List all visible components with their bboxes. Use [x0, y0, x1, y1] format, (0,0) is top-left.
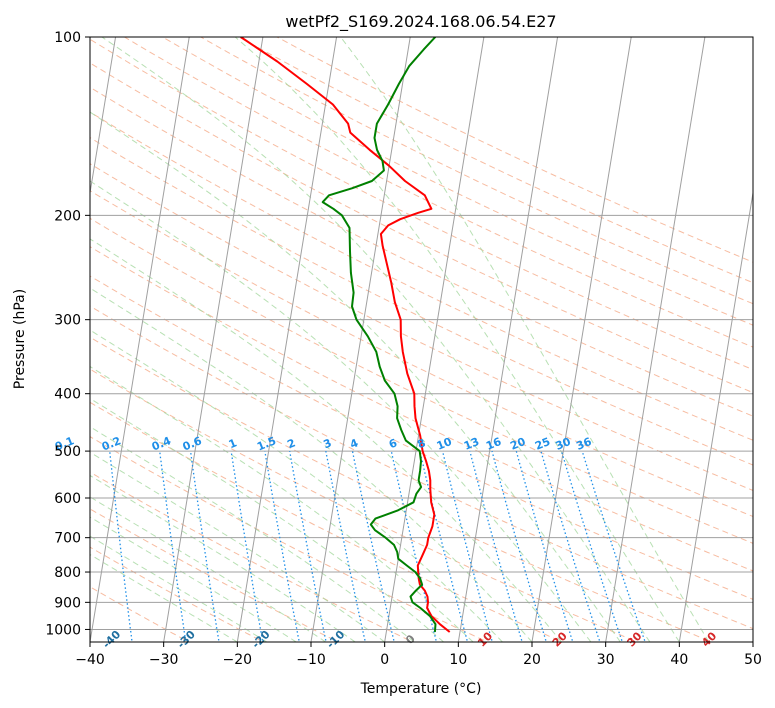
y-tick-label: 1000 [45, 622, 81, 638]
mixing-ratio-line [560, 450, 624, 642]
mixing-ratio-label: 36 [574, 435, 593, 453]
dry-adiabat-line [90, 246, 753, 572]
mixing-ratio-label: 25 [533, 435, 552, 453]
isotherm-line [236, 37, 338, 642]
isotherm-line [531, 37, 632, 642]
mixing-ratio-label: 2 [285, 436, 297, 451]
mixing-ratio-line [230, 451, 264, 642]
dry-adiabat-line [90, 336, 714, 642]
mixing-ratio-line [491, 450, 547, 642]
dry-adiabat-line [161, 37, 753, 326]
mixing-ratio-line [351, 450, 395, 642]
y-axis-label: Pressure (hPa) [12, 289, 28, 389]
moist-adiabat-line [90, 111, 621, 642]
chart-title: wetPf2_S169.2024.168.06.54.E27 [285, 12, 556, 32]
plot-frame [89, 36, 754, 643]
mixing-ratio-line [289, 451, 327, 642]
x-tick-label: −30 [149, 652, 179, 668]
mixing-ratio-label: 16 [484, 435, 503, 453]
moist-adiabat-line [90, 287, 533, 642]
y-tick-label: 200 [54, 208, 81, 224]
temperature-line [240, 37, 451, 633]
dry-adiabat-line [90, 190, 753, 518]
moist-adiabat-line [90, 180, 592, 642]
mixing-ratio-line [581, 450, 646, 642]
y-tick-label: 500 [54, 444, 81, 460]
dry-adiabat-line [199, 37, 753, 305]
x-axis-label: Temperature (°C) [360, 681, 482, 697]
mixing-ratio-line [325, 450, 366, 642]
mixing-ratio-label: 20 [508, 435, 527, 453]
moist-adiabat-line [90, 397, 444, 642]
plot-area [90, 37, 753, 642]
y-tick-label: 400 [54, 387, 81, 403]
isotherm-line [457, 37, 559, 642]
mixing-ratio-line [264, 451, 300, 642]
dry-adiabat-line [90, 62, 753, 394]
isotherm-line [605, 37, 706, 642]
dry-adiabat-line [90, 111, 753, 441]
x-tick-label: −10 [296, 652, 326, 668]
moist-adiabat-line [90, 516, 297, 642]
moist-adiabat-line [339, 37, 710, 642]
dry-adiabat-line [90, 38, 753, 371]
x-tick-label: 20 [523, 652, 541, 668]
x-tick-label: −40 [75, 652, 105, 668]
moist-adiabat-line [90, 474, 356, 642]
y-tick-label: 700 [54, 531, 81, 547]
x-tick-label: 50 [744, 652, 762, 668]
isotherm-line [90, 37, 117, 196]
y-tick-label: 800 [54, 565, 81, 581]
isotherm-line [90, 37, 190, 642]
moist-adiabat-line [90, 553, 238, 642]
mixing-ratio-line [540, 450, 601, 642]
mixing-ratio-line [515, 450, 574, 642]
dry-adiabat-line [90, 368, 639, 642]
x-tick-label: 40 [670, 652, 688, 668]
x-tick-label: 10 [449, 652, 467, 668]
dry-adiabat-line [90, 137, 753, 466]
x-tick-label: 0 [380, 652, 389, 668]
isotherm-line [310, 37, 411, 642]
axis-ticks: −40 −30 −20 −10 0 10 20 30 40 50 100 200 300 400 500 60… [45, 30, 762, 668]
mixing-ratio-label: 8 [416, 436, 428, 451]
moist-adiabat-line [234, 37, 680, 642]
moist-adiabat-line [90, 329, 503, 642]
y-tick-label: 300 [54, 313, 81, 329]
moist-adiabat-line [90, 426, 415, 642]
moist-adiabat-line [90, 365, 474, 642]
profiles [240, 37, 451, 633]
dry-adiabat-line [90, 275, 753, 600]
dry-adiabat-line [90, 217, 753, 544]
dewpoint-line [321, 37, 437, 633]
x-tick-label: −20 [223, 652, 253, 668]
mixing-ratio-label: 10 [435, 435, 454, 453]
mixing-ratio-label: 1 [227, 436, 239, 451]
mixing-ratio-label: 3 [322, 436, 334, 451]
y-tick-label: 600 [54, 491, 81, 507]
mixing-ratio-label: 13 [462, 435, 481, 453]
mixing-ratio-line [441, 450, 493, 642]
moist-adiabat-line [90, 451, 385, 642]
mixing-ratio-line [419, 450, 469, 642]
isotherm-line [163, 37, 264, 642]
moist-adiabat-line [101, 37, 651, 642]
y-tick-label: 100 [54, 30, 81, 46]
y-tick-label: 900 [54, 595, 81, 611]
x-tick-label: 30 [597, 652, 615, 668]
mixing-ratio-line [469, 450, 523, 642]
mixing-ratio-label: 30 [554, 435, 573, 453]
isotherm-line [678, 189, 753, 642]
isotherm-line [384, 37, 485, 642]
moist-adiabat-line [90, 535, 268, 642]
